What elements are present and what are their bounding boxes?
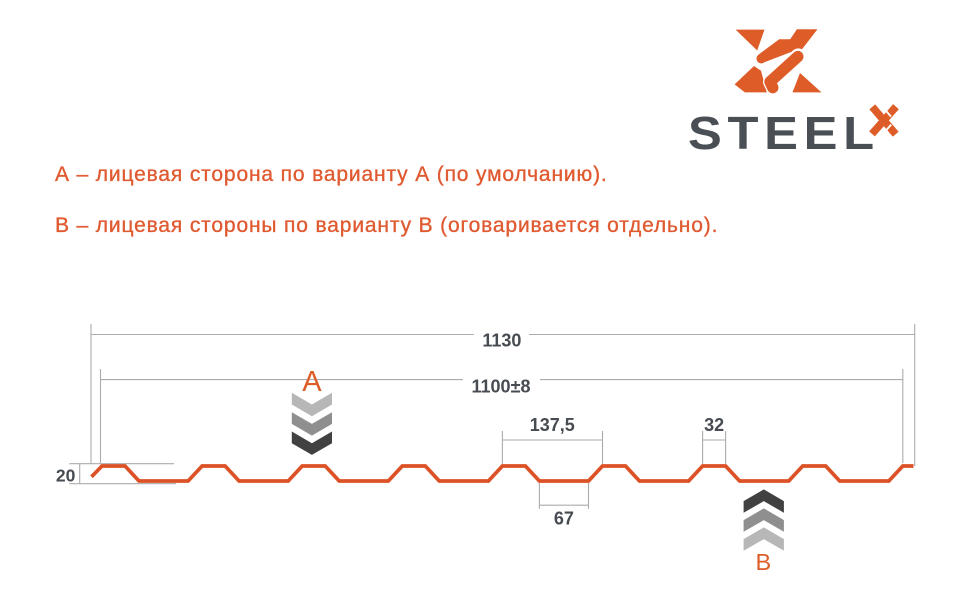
svg-text:1100±8: 1100±8 [472, 376, 531, 396]
svg-text:В – лицевая стороны по вариант: В – лицевая стороны по варианту В (огова… [55, 214, 718, 237]
svg-text:32: 32 [704, 415, 724, 435]
svg-text:A: A [302, 366, 322, 398]
svg-text:А – лицевая сторона по вариант: А – лицевая сторона по варианту А (по ум… [55, 163, 608, 186]
svg-text:1130: 1130 [482, 330, 521, 350]
svg-text:STEEL: STEEL [688, 108, 880, 160]
svg-text:B: B [755, 549, 771, 575]
svg-text:20: 20 [56, 465, 76, 485]
svg-text:67: 67 [554, 508, 574, 528]
svg-text:137,5: 137,5 [530, 415, 575, 435]
